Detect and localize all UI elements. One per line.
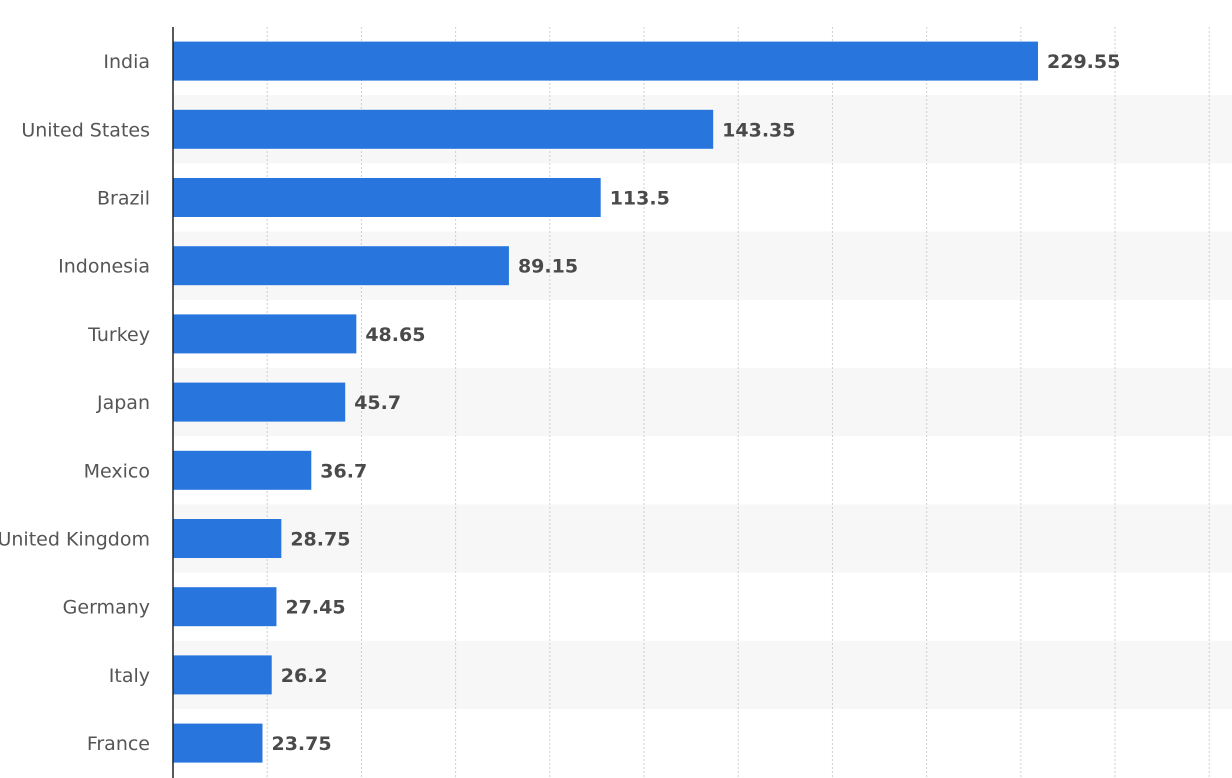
row-bands [173, 95, 1232, 709]
row-band [173, 640, 1232, 709]
value-label: 26.2 [281, 665, 328, 687]
category-label: Brazil [97, 188, 150, 210]
category-label: United States [21, 119, 150, 141]
value-label: 143.35 [722, 119, 795, 141]
bar-united-kingdom [173, 519, 282, 558]
category-label: United Kingdom [0, 529, 150, 551]
bar-france [173, 723, 263, 763]
bar-india [173, 41, 1038, 81]
value-label: 48.65 [365, 324, 425, 346]
bars [173, 41, 1038, 763]
row-band [173, 368, 1232, 437]
bar-mexico [173, 450, 312, 490]
bar-indonesia [173, 246, 509, 286]
value-label: 27.45 [285, 597, 345, 619]
row-band [173, 504, 1232, 573]
category-label: Turkey [87, 324, 150, 346]
value-label: 113.5 [610, 188, 670, 210]
bar-japan [173, 382, 346, 422]
category-label: France [87, 733, 150, 755]
value-label: 89.15 [518, 256, 578, 278]
value-label: 28.75 [290, 529, 350, 551]
value-label: 229.55 [1047, 51, 1120, 73]
value-label: 36.7 [320, 460, 367, 482]
category-label: Italy [109, 665, 150, 687]
category-label: India [103, 51, 150, 73]
category-label: Mexico [84, 460, 150, 482]
bar-germany [173, 587, 277, 627]
bar-united-states [173, 109, 714, 149]
bar-brazil [173, 178, 601, 217]
category-label: Japan [96, 392, 150, 414]
bar-italy [173, 655, 272, 695]
value-label: 23.75 [271, 733, 331, 755]
bar-turkey [173, 314, 357, 354]
category-labels: India United States Brazil Indonesia Turkey J… [0, 51, 150, 755]
value-labels: 229.55 143.35 113.5 89.15 48.65 45.7 36.7 28.75… [271, 51, 1120, 755]
category-label: Indonesia [58, 256, 150, 278]
value-label: 45.7 [354, 392, 401, 414]
category-label: Germany [63, 597, 150, 619]
gridlines [266, 27, 1210, 778]
